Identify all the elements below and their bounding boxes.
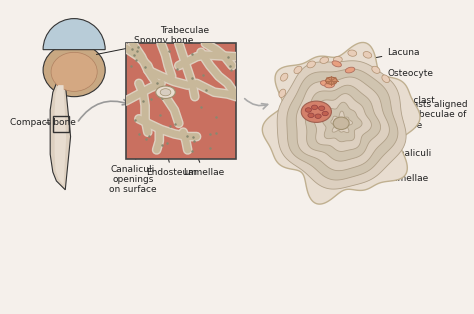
Ellipse shape xyxy=(320,81,330,86)
Text: Spongy bone: Spongy bone xyxy=(96,36,194,54)
Text: Canaliculi: Canaliculi xyxy=(322,149,431,158)
Polygon shape xyxy=(296,77,389,171)
Ellipse shape xyxy=(279,89,286,97)
Ellipse shape xyxy=(319,106,325,111)
Ellipse shape xyxy=(363,51,372,58)
Ellipse shape xyxy=(332,61,341,67)
Polygon shape xyxy=(305,85,381,161)
Polygon shape xyxy=(50,83,71,190)
Polygon shape xyxy=(262,42,420,204)
Text: Osteocyte: Osteocyte xyxy=(342,69,433,79)
Text: Endosteum: Endosteum xyxy=(146,157,197,177)
Ellipse shape xyxy=(160,89,171,96)
Text: Compact bone: Compact bone xyxy=(10,118,76,127)
Ellipse shape xyxy=(43,43,105,97)
Polygon shape xyxy=(277,61,406,189)
Ellipse shape xyxy=(348,50,357,56)
Ellipse shape xyxy=(308,113,314,117)
Polygon shape xyxy=(314,94,372,151)
Text: Osteoclast: Osteoclast xyxy=(335,96,435,110)
Text: Lacuna: Lacuna xyxy=(345,48,420,63)
Text: Canaliculi
openings
on surface: Canaliculi openings on surface xyxy=(109,159,156,194)
Wedge shape xyxy=(43,19,105,50)
Bar xyxy=(53,116,69,132)
Ellipse shape xyxy=(51,52,97,91)
Ellipse shape xyxy=(307,61,315,68)
Bar xyxy=(126,43,237,159)
Ellipse shape xyxy=(320,57,328,63)
Ellipse shape xyxy=(281,73,288,81)
Ellipse shape xyxy=(156,86,175,99)
Ellipse shape xyxy=(322,111,328,116)
Text: Trabeculae: Trabeculae xyxy=(161,26,210,35)
Ellipse shape xyxy=(294,66,302,73)
Ellipse shape xyxy=(301,101,331,122)
Ellipse shape xyxy=(333,57,342,63)
Ellipse shape xyxy=(382,75,390,83)
Polygon shape xyxy=(287,69,398,180)
Polygon shape xyxy=(331,111,353,133)
Ellipse shape xyxy=(326,77,337,84)
Text: Lamellae: Lamellae xyxy=(183,157,224,177)
Ellipse shape xyxy=(305,108,311,112)
Ellipse shape xyxy=(311,105,318,110)
Text: Osteoblasts aligned
along trabeculae of
new bone: Osteoblasts aligned along trabeculae of … xyxy=(305,100,468,130)
Polygon shape xyxy=(55,85,66,185)
Ellipse shape xyxy=(345,67,355,73)
Ellipse shape xyxy=(315,114,321,118)
Ellipse shape xyxy=(333,117,349,129)
Text: Lamellae: Lamellae xyxy=(324,172,428,183)
Polygon shape xyxy=(322,102,362,142)
Ellipse shape xyxy=(325,83,335,88)
Ellipse shape xyxy=(372,66,380,73)
